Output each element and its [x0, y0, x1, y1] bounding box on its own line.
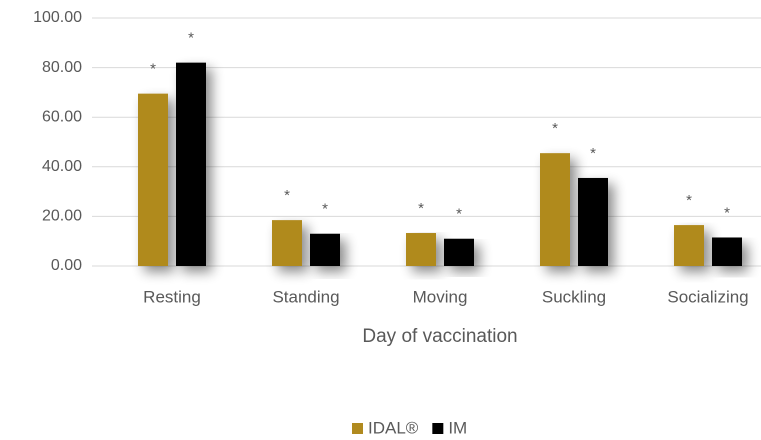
bar [578, 177, 608, 266]
bar [272, 220, 302, 266]
significance-marker: * [686, 192, 692, 209]
bar [310, 233, 340, 266]
y-tick-label: 0.00 [51, 257, 82, 274]
bar [674, 225, 704, 266]
y-tick-label: 20.00 [42, 208, 82, 225]
significance-marker: * [552, 120, 558, 137]
significance-marker: * [188, 30, 194, 47]
significance-marker: * [150, 61, 156, 78]
bar [176, 62, 206, 266]
significance-marker: * [724, 204, 730, 221]
y-tick-label: 60.00 [42, 108, 82, 125]
y-tick-label: 100.00 [33, 9, 82, 26]
bar [540, 153, 570, 266]
significance-marker: * [284, 187, 290, 204]
bar [712, 237, 742, 266]
significance-marker: * [456, 206, 462, 223]
bar [406, 233, 436, 266]
x-tick-label: Suckling [542, 287, 606, 306]
x-tick-label: Standing [272, 287, 339, 306]
x-tick-label: Socializing [667, 287, 748, 306]
y-tick-label: 40.00 [42, 158, 82, 175]
x-tick-label: Moving [413, 287, 468, 306]
x-tick-label: Resting [143, 287, 201, 306]
bar [444, 238, 474, 266]
legend-label: IDAL® [368, 418, 419, 437]
legend-label: IM [448, 418, 467, 437]
legend-swatch [352, 423, 363, 434]
legend-swatch [432, 423, 444, 434]
significance-marker: * [322, 201, 328, 218]
significance-marker: * [590, 145, 596, 162]
x-axis-label: Day of vaccination [362, 326, 517, 347]
y-tick-label: 80.00 [42, 59, 82, 76]
significance-marker: * [418, 200, 424, 217]
bar [138, 93, 168, 266]
